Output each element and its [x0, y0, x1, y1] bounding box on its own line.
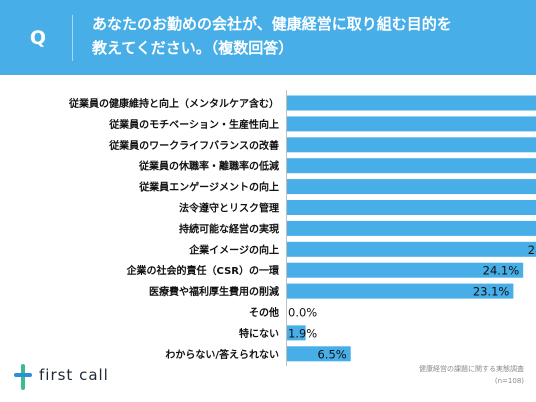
bar: [287, 283, 514, 299]
bar: [287, 262, 524, 278]
bar: [287, 346, 351, 362]
bar: [287, 200, 536, 215]
category-label: 持続可能な経営の実現: [179, 222, 279, 235]
bar: [287, 179, 536, 195]
category-label: 従業員の健康維持と向上（メンタルケア含む）: [68, 97, 279, 110]
source-note: 健康経営の課題に関する実態調査 (n=108): [419, 363, 524, 387]
source-title: 健康経営の課題に関する実態調査: [419, 365, 524, 373]
value-label: 24.1%: [483, 264, 520, 278]
question-line-1: あなたのお勤めの会社が、健康経営に取り組む目的を: [92, 15, 452, 33]
category-label: 法令遵守とリスク管理: [179, 202, 279, 215]
brand-name: first call: [39, 366, 109, 384]
bar: [287, 116, 536, 132]
value-label: 1.9%: [288, 326, 317, 340]
first-call-logo-icon: [14, 364, 32, 390]
value-label: 0.0%: [288, 306, 317, 320]
bar: [287, 241, 536, 257]
category-label: 医療費や福利厚生費用の削減: [149, 285, 279, 298]
bar: [287, 220, 536, 236]
header-divider: [72, 15, 73, 61]
category-label: 特にない: [239, 327, 279, 340]
bar: [287, 137, 536, 153]
category-label: 従業員のワークライフバランスの改善: [108, 139, 279, 152]
category-label: 従業員のモチベーション・生産性向上: [108, 118, 279, 131]
value-label: 28.7%: [528, 243, 536, 257]
category-label: 従業員の休職率・離職率の低減: [138, 160, 279, 173]
question-header: Q あなたのお勤めの会社が、健康経営に取り組む目的を 教えてください。（複数回答…: [0, 0, 536, 75]
bar: [287, 158, 536, 174]
bar: [287, 325, 306, 341]
category-label: 企業の社会的責任（CSR）の一環: [126, 264, 280, 277]
category-label: その他: [249, 306, 279, 319]
question-text: あなたのお勤めの会社が、健康経営に取り組む目的を 教えてください。（複数回答）: [92, 12, 522, 60]
question-badge: Q: [29, 27, 47, 49]
bar: [287, 95, 536, 111]
sample-size: (n=108): [494, 377, 524, 385]
value-label: 6.5%: [317, 347, 346, 361]
category-label: 従業員エンゲージメントの向上: [138, 181, 279, 194]
value-label: 23.1%: [473, 285, 510, 299]
category-label: わからない/答えられない: [165, 348, 279, 361]
category-label: 企業イメージの向上: [188, 243, 279, 256]
question-line-2: 教えてください。（複数回答）: [92, 39, 294, 57]
